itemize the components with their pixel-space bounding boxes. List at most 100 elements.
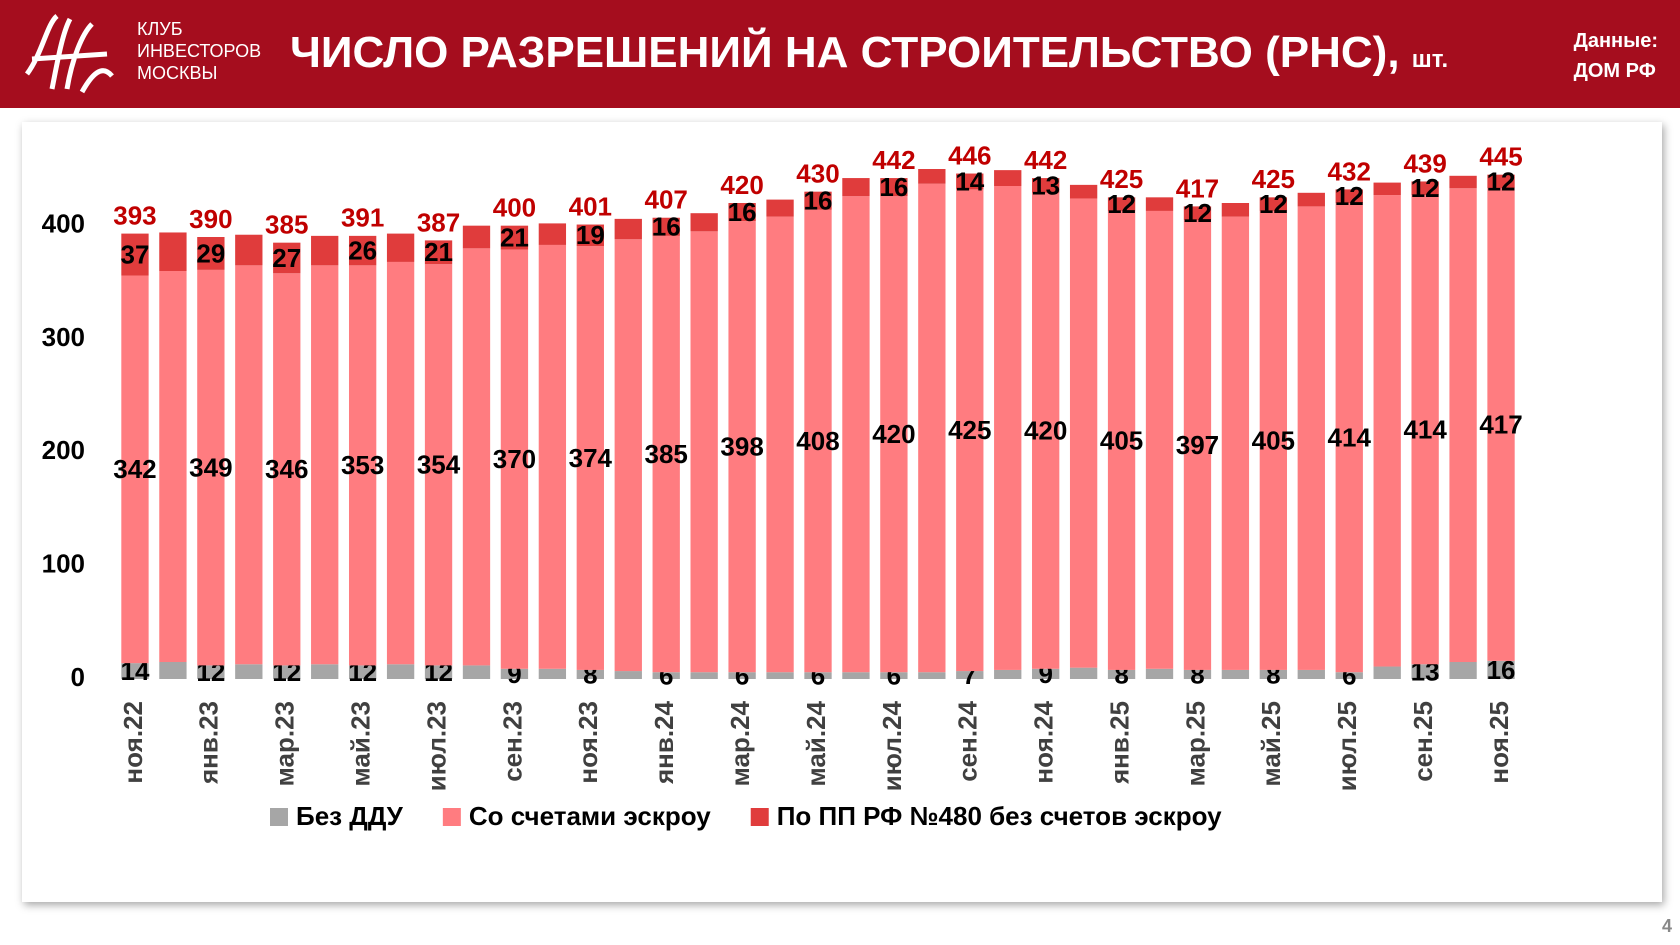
data-label: 37 xyxy=(121,239,150,269)
bar-segment xyxy=(121,663,149,679)
bar-segment xyxy=(197,237,225,270)
bar-segment xyxy=(311,265,339,665)
x-tick-label: июл.23 xyxy=(421,701,451,791)
bar-segment xyxy=(1221,203,1250,217)
bar-segment xyxy=(121,233,149,276)
data-label: 12 xyxy=(1411,173,1440,203)
data-label: 12 xyxy=(1259,189,1288,219)
bar-segment xyxy=(273,665,301,679)
data-label: 374 xyxy=(569,443,613,473)
logo-line: КЛУБ xyxy=(137,19,183,39)
data-label: 420 xyxy=(872,419,915,449)
bar-segment xyxy=(652,672,680,679)
y-tick-label: 0 xyxy=(71,662,85,692)
bar-segment xyxy=(1411,664,1439,679)
data-label: 13 xyxy=(1031,170,1060,200)
total-label: 387 xyxy=(417,207,460,237)
total-label: 425 xyxy=(1252,164,1295,194)
bar-segment xyxy=(728,221,756,673)
bar-segment xyxy=(1145,668,1174,679)
data-label: 385 xyxy=(645,439,688,469)
bar-segment xyxy=(348,265,377,666)
bar-segment xyxy=(1183,669,1212,679)
logo-text: КЛУБ ИНВЕСТОРОВ МОСКВЫ xyxy=(137,18,261,84)
bar-segment xyxy=(500,668,529,679)
bar-segment xyxy=(1032,668,1060,679)
x-tick-label: ноя.24 xyxy=(1029,700,1059,783)
source-line: Данные: xyxy=(1573,30,1658,52)
x-tick-label: май.25 xyxy=(1256,701,1286,786)
legend-label: По ПП РФ №480 без счетов эскроу xyxy=(777,801,1222,831)
total-label: 439 xyxy=(1403,148,1446,178)
data-label: 414 xyxy=(1403,415,1447,445)
bar-segment xyxy=(424,665,453,679)
x-tick-label: янв.23 xyxy=(194,701,224,785)
source: Данные: ДОМ РФ xyxy=(1574,26,1658,86)
total-label: 390 xyxy=(189,204,232,234)
legend-swatch xyxy=(270,808,288,826)
bar-segment xyxy=(1221,669,1250,679)
data-label: 346 xyxy=(265,454,308,484)
data-label: 27 xyxy=(272,243,301,273)
data-label: 349 xyxy=(189,453,232,483)
bar-segment xyxy=(424,240,453,265)
bar-segment xyxy=(1107,197,1136,211)
data-label: 16 xyxy=(652,212,681,242)
bar-segment xyxy=(1221,216,1250,670)
bar-segment xyxy=(1183,206,1212,220)
x-tick-label: июл.25 xyxy=(1332,701,1362,791)
bar-segment xyxy=(728,672,756,679)
legend-label: Без ДДУ xyxy=(296,801,404,831)
bar-segment xyxy=(690,213,718,232)
bar-segment xyxy=(462,665,491,679)
bar-segment xyxy=(614,218,642,240)
bar-segment xyxy=(880,672,908,679)
bar-segment xyxy=(994,186,1022,670)
bar-segment xyxy=(1373,195,1401,667)
bar-segment xyxy=(956,173,984,190)
x-tick-label: мар.25 xyxy=(1180,701,1210,786)
bar-segment xyxy=(1297,192,1325,207)
total-label: 445 xyxy=(1479,142,1522,172)
total-label: 432 xyxy=(1328,156,1371,186)
data-label: 398 xyxy=(720,432,763,462)
total-label: 400 xyxy=(493,193,536,223)
bar-segment xyxy=(842,196,870,673)
bar-segment xyxy=(1032,192,1060,669)
bar-segment xyxy=(804,672,832,679)
bar-segment xyxy=(1297,206,1325,670)
total-label: 407 xyxy=(645,185,688,215)
logo-line: ИНВЕСТОРОВ xyxy=(137,41,262,61)
data-label: 405 xyxy=(1252,425,1295,455)
bar-segment xyxy=(918,672,946,679)
bar-segment xyxy=(1297,669,1325,679)
data-label: 420 xyxy=(1024,416,1067,446)
data-label: 21 xyxy=(500,222,529,252)
total-label: 391 xyxy=(341,203,384,233)
total-label: 420 xyxy=(720,170,763,200)
bar-segment xyxy=(159,232,187,271)
bar-segment xyxy=(614,671,642,679)
bar-segment xyxy=(1069,667,1098,679)
bar-segment xyxy=(348,665,377,679)
bar-segment xyxy=(1069,184,1098,199)
y-tick-label: 100 xyxy=(42,549,85,579)
bar-segment xyxy=(1487,660,1515,679)
data-label: 12 xyxy=(1335,181,1364,211)
title-text: ЧИСЛО РАЗРЕШЕНИЙ НА СТРОИТЕЛЬСТВО (РНС), xyxy=(290,28,1400,77)
bar-segment xyxy=(994,669,1022,679)
page-number: 4 xyxy=(1661,916,1672,936)
bar-segment xyxy=(804,209,832,673)
x-tick-label: янв.24 xyxy=(649,700,679,785)
bar-segment xyxy=(766,672,794,679)
bar-segment xyxy=(614,239,642,672)
title: ЧИСЛО РАЗРЕШЕНИЙ НА СТРОИТЕЛЬСТВО (РНС),… xyxy=(290,28,1448,78)
bar-segment xyxy=(1259,197,1288,211)
bar-segment xyxy=(1107,210,1136,670)
data-label: 342 xyxy=(113,454,156,484)
bar-segment xyxy=(424,264,453,666)
data-label: 26 xyxy=(348,235,377,265)
bar-segment xyxy=(1449,175,1477,189)
total-label: 417 xyxy=(1176,173,1219,203)
